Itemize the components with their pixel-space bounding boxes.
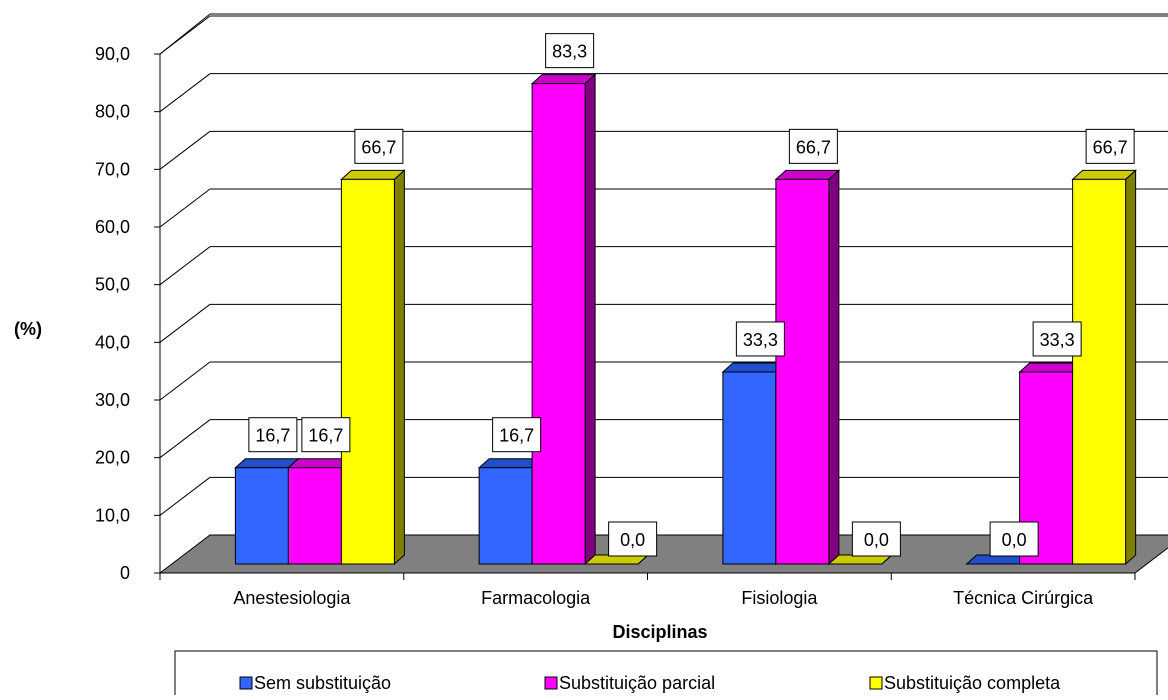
bar-front [287, 467, 342, 565]
bar [774, 169, 841, 566]
bar-front [1072, 178, 1127, 565]
data-label-box [788, 128, 838, 164]
y-tick-label: 70,0 [95, 159, 130, 179]
data-label-box [1032, 321, 1082, 357]
data-label: 66,7 [1093, 137, 1128, 157]
data-label-box [492, 417, 542, 453]
bar-side [393, 169, 405, 566]
data-label-box [735, 321, 785, 357]
bar-front [478, 467, 533, 565]
data-label: 33,3 [1040, 330, 1075, 350]
y-tick-label: 50,0 [95, 275, 130, 295]
x-tick-label: Técnica Cirúrgica [953, 588, 1094, 608]
data-label: 0,0 [1002, 530, 1027, 550]
data-label-box [248, 417, 298, 453]
data-label-box [301, 417, 351, 453]
bar-top [340, 169, 406, 180]
bar-front [722, 371, 777, 565]
y-tick-label: 80,0 [95, 102, 130, 122]
legend-swatch [544, 676, 558, 690]
legend: Sem substituição Substituição parcial Subs… [174, 650, 1158, 700]
data-label: 83,3 [552, 42, 587, 62]
data-label: 16,7 [255, 426, 290, 446]
x-tick-label: Anestesiologia [233, 588, 351, 608]
y-tick-label: 40,0 [95, 332, 130, 352]
bar-side [828, 169, 840, 566]
legend-box [174, 650, 1158, 700]
gridline-side [159, 73, 211, 113]
legend-label: Substituição parcial [559, 673, 715, 693]
data-label: 0,0 [620, 530, 645, 550]
legend-label: Substituição completa [884, 673, 1061, 693]
data-label-box [851, 521, 901, 557]
bar-top [1071, 169, 1137, 180]
gridline-side [159, 188, 211, 228]
x-tick-label: Farmacologia [481, 588, 591, 608]
wall-top [159, 13, 211, 55]
data-label: 66,7 [796, 137, 831, 157]
gridline-side [159, 246, 211, 286]
bar-front [775, 178, 830, 565]
bar-layer [234, 73, 1137, 566]
data-label-box [545, 33, 595, 69]
data-label: 0,0 [864, 530, 889, 550]
axis-layer: 0 10,0 20,0 30,0 40,0 50,0 60,0 70,0 80,0 90,0 Ane… [95, 44, 1136, 608]
bar-top [530, 74, 597, 85]
bar-side [1125, 169, 1137, 566]
legend-swatch [869, 676, 883, 690]
legend-label: Sem substituição [254, 673, 391, 693]
data-label-box [354, 128, 404, 164]
bar-front [531, 83, 586, 565]
data-label: 66,7 [361, 137, 396, 157]
bar [340, 169, 406, 566]
x-tick-label: Fisiologia [741, 588, 818, 608]
data-label: 16,7 [499, 426, 534, 446]
y-tick-label: 10,0 [95, 505, 130, 525]
data-label-box [608, 521, 658, 557]
bar-top [234, 458, 300, 469]
bar-top [774, 169, 841, 180]
label-layer: 16,7 16,7 66,7 16,7 83,3 0,0 33,3 66,7 0,0 0,0 33,… [248, 33, 1135, 557]
y-axis-title: (%) [14, 319, 42, 339]
data-label: 33,3 [743, 330, 778, 350]
gridline-side [159, 361, 211, 401]
bar [1071, 169, 1137, 566]
y-tick-label: 60,0 [95, 217, 130, 237]
gridline-side [159, 419, 211, 459]
data-label-box [989, 521, 1039, 557]
y-tick-label: 0 [120, 563, 130, 583]
y-tick-label: 30,0 [95, 390, 130, 410]
data-label: 16,7 [308, 426, 343, 446]
legend-swatch [239, 676, 253, 690]
bar-front [234, 467, 289, 565]
x-axis-title: Disciplinas [612, 622, 707, 642]
data-label-box [1085, 128, 1135, 164]
gridline-side [159, 130, 211, 170]
gridline-side [159, 303, 211, 343]
bar-side [584, 73, 596, 566]
y-tick-label: 20,0 [95, 448, 130, 468]
gridline-side [159, 476, 211, 516]
bar-front [340, 178, 395, 565]
y-tick-label: 90,0 [95, 44, 130, 64]
bar [530, 73, 597, 566]
